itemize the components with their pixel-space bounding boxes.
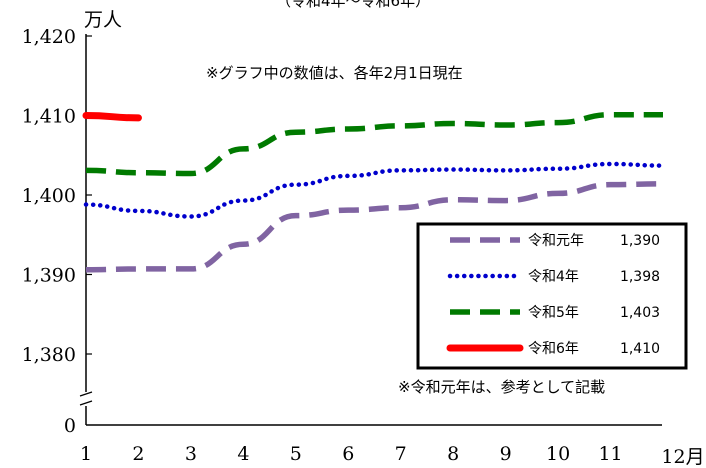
axis-break-mark: [79, 391, 93, 406]
legend-items: 令和元年 1,390 令和4年 1,398 令和5年 1,403 令和6年 1,410: [446, 233, 660, 357]
series-line-2: [83, 161, 666, 219]
legend-label-2: 令和4年: [528, 269, 579, 285]
legend: 令和元年 1,390 令和4年 1,398 令和5年 1,403 令和6年 1,410: [416, 222, 688, 370]
x-tick-label: 3: [185, 443, 197, 465]
y-tick-label: 0: [64, 415, 76, 437]
x-tick-label: 7: [395, 443, 407, 465]
series-layer: [82, 111, 666, 273]
y-axis-ticks: 1,420 1,410 1,400 1,390 1,380 0: [22, 26, 92, 437]
series-line-3: [85, 111, 663, 177]
annotation-data-note: ※グラフ中の数値は、各年2月1日現在: [206, 64, 463, 82]
series-line-4: [82, 112, 142, 122]
x-tick-label: 6: [342, 443, 354, 465]
series-line-1: [85, 181, 664, 273]
legend-value-2: 1,398: [620, 269, 660, 285]
x-tick-label: 9: [500, 443, 512, 465]
chart-title: （令和4年〜令和6年）: [276, 0, 430, 10]
legend-value-3: 1,403: [620, 305, 660, 321]
x-tick-label: 4: [237, 443, 249, 465]
x-tick-label: 11: [598, 443, 622, 465]
y-tick-label: 1,400: [22, 185, 76, 207]
x-tick-label: 8: [447, 443, 459, 465]
x-tick-label: 2: [132, 443, 144, 465]
y-tick-label: 1,390: [22, 265, 76, 287]
x-tick-label: 1: [80, 443, 92, 465]
annotation-reference-note: ※令和元年は、参考として記載: [398, 378, 605, 396]
x-tick-label: 12月: [661, 446, 704, 468]
legend-label-1: 令和元年: [528, 233, 584, 249]
legend-label-3: 令和5年: [528, 305, 579, 321]
legend-box: [416, 222, 688, 370]
legend-label-4: 令和6年: [528, 341, 579, 357]
y-tick-label: 1,420: [22, 26, 76, 48]
y-axis-unit-label: 万人: [84, 9, 122, 31]
x-tick-label: 5: [290, 443, 302, 465]
legend-value-4: 1,410: [620, 341, 660, 357]
legend-value-1: 1,390: [620, 233, 660, 249]
y-tick-label: 1,410: [22, 106, 76, 128]
x-axis-ticks: 1 2 3 4 5 6 7 8 9 10 11 12月: [80, 443, 705, 468]
x-tick-label: 10: [546, 443, 570, 465]
y-tick-label: 1,380: [22, 344, 76, 366]
